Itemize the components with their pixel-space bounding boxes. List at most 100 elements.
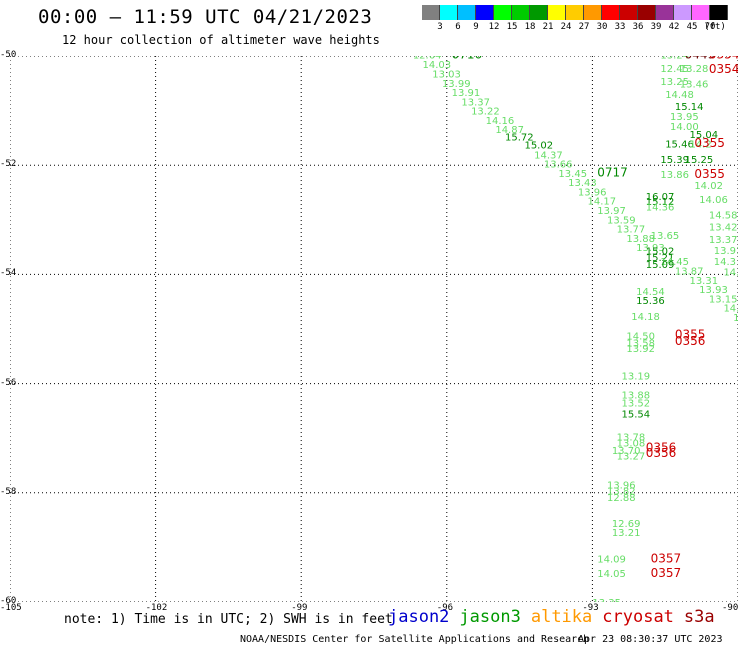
x-tick-label: -105 [0,603,22,613]
footer-note: note: 1) Time is in UTC; 2) SWH is in fe… [64,612,393,627]
wave-height-label: 14.36 [646,203,675,214]
wave-height-label: 15.04 [689,130,718,141]
legend-bin-label: 45 [686,22,698,32]
satellite-name: altika [530,607,593,627]
pass-time-label: 0354 [709,56,738,61]
wave-height-label: 13.66 [544,160,573,171]
wave-height-label: 16.07 [646,192,675,203]
wave-height-label: 14.00 [670,122,699,133]
wave-height-label: 12.45 [660,64,689,75]
wave-height-label: 13.91 [714,246,738,257]
wave-height-label: 15.72 [505,132,534,143]
wave-height-label: 13.65 [651,231,680,242]
wave-height-label: 13.42 [709,222,738,233]
wave-height-label: 13.96 [578,187,607,198]
pass-time-label: 0449 [685,56,716,61]
wave-height-label: 13.97 [597,206,626,217]
legend-labels: 3 6 9 12 15 18 21 24 27 30 33 36 39 42 45 70 (ft) [422,20,728,34]
satellite-name: s3a [683,607,715,627]
pass-time-label: 0354 [709,62,738,76]
wave-height-label: 14.48 [665,90,694,101]
wave-height-label: 13.70 [612,446,641,457]
pass-time-label: 0355 [694,167,725,181]
satellite-name: jason3 [459,607,521,627]
wave-height-label: 13.86 [660,170,689,181]
legend-swatch [530,5,548,20]
wave-height-label: 13.35 [592,598,621,602]
wave-height-label: 14.18 [631,312,660,323]
wave-height-label: 14.58 [709,210,738,221]
pass-time-label: 0355 [694,136,725,150]
legend-swatch [566,5,584,20]
wave-height-label: 13.82 [607,487,636,498]
legend-bin-label: 39 [650,22,662,32]
wave-height-label: 13.43 [568,178,597,189]
y-tick-label: -54 [0,268,17,279]
wave-height-label: 13.22 [471,107,500,118]
wave-height-label: 15.14 [675,102,704,113]
legend-swatch [692,5,710,20]
wave-height-label: 15.12 [646,197,675,208]
wave-height-label: 13.92 [626,344,655,355]
wave-height-label: 13.99 [442,79,471,90]
wave-height-label: 13.28 [680,64,709,75]
wave-height-label: 14.45 [660,257,689,268]
wave-height-label: 13.03 [432,69,461,80]
wave-height-label: 13.59 [607,215,636,226]
wave-height-label: 13.78 [617,433,646,444]
wave-height-label: 13.37 [461,97,490,108]
wave-height-label: 14.09 [597,554,626,565]
wave-height-label: 14.2 [689,139,711,150]
wave-height-label: 13.87 [675,267,704,278]
wave-height-label: 13.31 [689,276,718,287]
wave-height-label: 13.93 [699,285,728,296]
wave-height-label: 14.02 [694,181,723,192]
legend-swatch [458,5,476,20]
legend-bin-label: 33 [614,22,626,32]
wave-height-legend: 3 6 9 12 15 18 21 24 27 30 33 36 39 42 45 70 (ft) [422,5,728,34]
legend-swatches [422,5,728,20]
wave-height-label: 15.54 [622,410,651,421]
legend-bin-label: 27 [578,22,590,32]
wave-height-label: 14.16 [486,116,515,127]
wave-height-label: 14.37 [534,150,563,161]
wave-height-label: 13.77 [617,225,646,236]
satellite-legend: jason2 jason3 altika cryosat s3a [388,607,715,627]
wave-height-label: 14.01 [723,304,738,315]
legend-swatch [584,5,602,20]
wave-height-label: 13.96 [607,481,636,492]
pass-time-label: 0716 [452,56,483,61]
wave-height-label: 13.46 [680,79,709,90]
wave-height-label: 15.21 [646,253,675,264]
wave-height-label: 14.54 [636,287,665,298]
wave-height-label: 14.06 [699,195,728,206]
satellite-name: cryosat [602,607,674,627]
wave-height-label: 15.02 [524,140,553,151]
wave-height-label: 13.19 [622,371,651,382]
wave-height-label: 13.27 [617,452,646,463]
wave-height-label: 13.91 [452,88,481,99]
legend-swatch [422,5,440,20]
wave-height-label: 13.08 [617,439,646,450]
legend-unit: (ft) [704,22,726,32]
legend-bin-label: 3 [437,22,443,32]
pass-time-label: 0357 [651,566,682,580]
legend-bin-label: 6 [455,22,461,32]
y-tick-label: -52 [0,159,17,170]
x-tick-label: -96 [436,603,454,613]
wave-height-label: 15.46 [665,139,694,150]
legend-swatch [494,5,512,20]
pass-time-label: 0356 [646,440,677,454]
pass-time-label: 0356 [646,446,677,460]
x-tick-label: -102 [145,603,168,613]
satellite-name: jason2 [388,607,450,627]
legend-bin-label: 21 [542,22,554,32]
page-subtitle: 12 hour collection of altimeter wave hei… [62,33,380,47]
wave-height-label: 15.36 [636,296,665,307]
wave-height-label: 13.45 [558,169,587,180]
x-tick-label: -90 [722,603,739,613]
legend-swatch [602,5,620,20]
wave-height-label: 14.8 [733,313,738,324]
legend-bin-label: 70 [704,22,716,32]
